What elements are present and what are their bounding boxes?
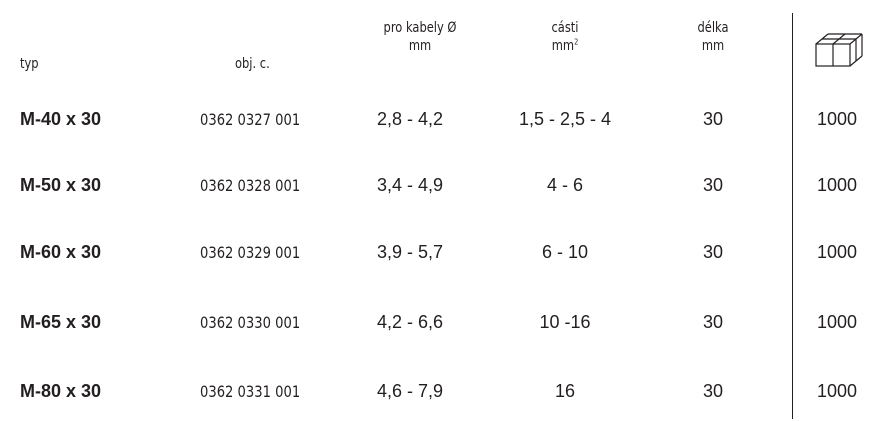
- row-2-qty: 1000: [817, 175, 858, 195]
- header-typ: typ: [20, 55, 39, 73]
- row-1-delka: 30: [702, 109, 724, 129]
- row-4-casti: 10 -16: [539, 312, 591, 332]
- header-casti-line2: mm2: [528, 37, 602, 55]
- header-obj-label: obj. c.: [235, 56, 270, 72]
- row-3-delka: 30: [702, 242, 724, 262]
- row-2-typ: M-50 x 30: [20, 175, 102, 195]
- row-5-casti: 16: [554, 381, 576, 401]
- row-1-kabely: 2,8 - 4,2: [376, 109, 444, 129]
- header-casti-unit: mm: [551, 38, 575, 54]
- row-4-kabely: 4,2 - 6,6: [376, 312, 444, 332]
- row-5-obj: 0362 0331 001: [200, 382, 301, 401]
- box-icon: [815, 33, 863, 67]
- row-3-casti: 6 - 10: [541, 242, 589, 262]
- column-divider: [792, 13, 793, 419]
- row-3-obj: 0362 0329 001: [200, 243, 301, 262]
- row-4-delka: 30: [702, 312, 724, 332]
- row-5-kabely: 4,6 - 7,9: [376, 381, 444, 401]
- header-kabely: pro kabely Ø mm: [371, 19, 469, 55]
- row-2-obj: 0362 0328 001: [200, 176, 301, 195]
- row-2-delka: 30: [702, 175, 724, 195]
- row-4-typ: M-65 x 30: [20, 312, 102, 332]
- row-4-obj: 0362 0330 001: [200, 313, 301, 332]
- row-3-typ: M-60 x 30: [20, 242, 102, 262]
- header-casti-line1: cásti: [551, 20, 579, 36]
- row-3-qty: 1000: [817, 242, 858, 262]
- row-5-typ: M-80 x 30: [20, 381, 102, 401]
- header-casti: cásti mm2: [528, 19, 602, 55]
- header-delka-line1: délka: [697, 20, 729, 36]
- header-typ-label: typ: [20, 56, 39, 72]
- header-casti-sup: 2: [574, 37, 579, 47]
- row-1-casti: 1,5 - 2,5 - 4: [518, 109, 612, 129]
- row-5-qty: 1000: [817, 381, 858, 401]
- row-1-typ: M-40 x 30: [20, 109, 102, 129]
- row-1-qty: 1000: [817, 109, 858, 129]
- row-1-obj: 0362 0327 001: [200, 110, 301, 129]
- row-2-casti: 4 - 6: [546, 175, 584, 195]
- row-3-kabely: 3,9 - 5,7: [376, 242, 444, 262]
- row-2-kabely: 3,4 - 4,9: [376, 175, 444, 195]
- row-5-delka: 30: [702, 381, 724, 401]
- header-kabely-line1: pro kabely Ø: [383, 20, 457, 36]
- header-obj: obj. c.: [235, 55, 270, 73]
- row-4-qty: 1000: [817, 312, 858, 332]
- header-delka-line2: mm: [701, 38, 725, 54]
- header-kabely-line2: mm: [408, 38, 432, 54]
- header-delka: délka mm: [684, 19, 741, 55]
